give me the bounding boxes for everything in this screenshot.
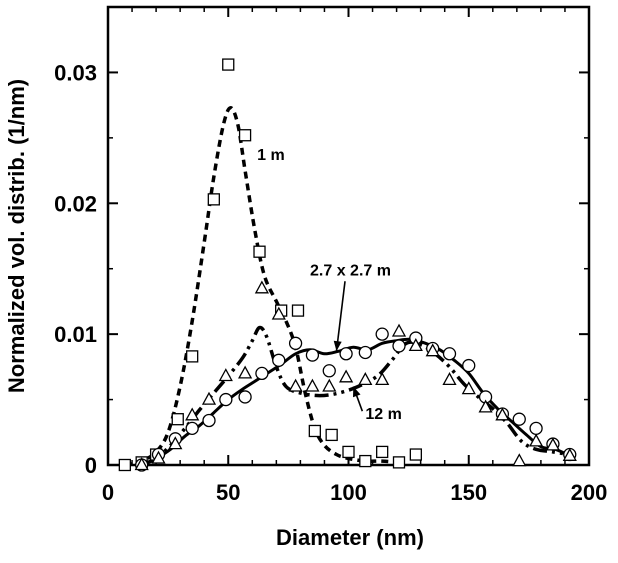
data-point-squares-1m bbox=[171, 413, 184, 426]
annotation-arrow bbox=[335, 281, 346, 352]
data-point-circles-2.7m bbox=[202, 413, 216, 428]
x-axis-title: Diameter (nm) bbox=[276, 525, 424, 550]
fit-curve-triangles-12m bbox=[140, 325, 571, 467]
data-point-triangles-12m bbox=[238, 365, 253, 379]
fit-curve-squares-1m bbox=[124, 106, 400, 467]
y-tick-label: 0.03 bbox=[54, 60, 97, 85]
data-point-triangles-12m bbox=[218, 368, 233, 382]
data-point-circles-2.7m bbox=[238, 390, 252, 404]
data-point-triangles-12m bbox=[442, 372, 457, 386]
data-point-triangles-12m bbox=[134, 457, 149, 471]
y-tick-label: 0 bbox=[85, 453, 97, 478]
data-point-circles-2.7m bbox=[442, 347, 457, 361]
data-point-triangles-12m bbox=[185, 407, 200, 421]
y-tick-label: 0.01 bbox=[54, 322, 97, 347]
data-point-circles-2.7m bbox=[288, 336, 303, 350]
data-point-squares-1m bbox=[409, 448, 422, 461]
data-point-squares-1m bbox=[308, 424, 321, 438]
y-axis-title: Normalized vol. distrib. (1/nm) bbox=[4, 79, 29, 393]
fit-curves bbox=[124, 106, 571, 467]
data-point-squares-1m bbox=[207, 193, 220, 206]
data-point-squares-1m bbox=[186, 350, 199, 363]
data-point-squares-1m bbox=[222, 58, 235, 71]
data-point-squares-1m bbox=[342, 445, 355, 459]
x-tick-label: 200 bbox=[571, 480, 608, 505]
data-point-circles-2.7m bbox=[392, 339, 406, 353]
data-point-triangles-12m bbox=[305, 378, 320, 392]
data-point-triangles-12m bbox=[201, 391, 217, 405]
y-tick-label: 0.02 bbox=[54, 191, 97, 216]
data-markers bbox=[118, 58, 577, 472]
x-tick-label: 150 bbox=[450, 480, 487, 505]
data-point-triangles-12m bbox=[545, 437, 560, 451]
axis-tick-labels: 0 50 100 150 200 0 0.01 0.02 0.03 bbox=[54, 60, 607, 505]
data-point-triangles-12m bbox=[271, 306, 286, 320]
data-point-squares-1m bbox=[253, 245, 266, 258]
data-point-circles-2.7m bbox=[185, 421, 199, 436]
data-point-squares-1m bbox=[325, 428, 338, 442]
data-point-squares-1m bbox=[359, 454, 372, 468]
data-point-circles-2.7m bbox=[255, 366, 269, 381]
data-point-triangles-12m bbox=[562, 447, 577, 461]
fit-curve-circles-2.7m bbox=[141, 337, 571, 467]
data-point-triangles-12m bbox=[495, 407, 510, 421]
x-tick-label: 100 bbox=[330, 480, 367, 505]
data-point-triangles-12m bbox=[151, 450, 166, 464]
data-point-circles-2.7m bbox=[358, 345, 372, 360]
data-point-triangles-12m bbox=[322, 378, 337, 392]
data-point-circles-2.7m bbox=[462, 358, 476, 373]
data-point-triangles-12m bbox=[391, 323, 407, 337]
data-point-triangles-12m bbox=[529, 433, 544, 447]
data-point-triangles-12m bbox=[408, 338, 423, 352]
data-point-circles-2.7m bbox=[305, 348, 320, 362]
data-point-triangles-12m bbox=[375, 372, 390, 386]
x-tick-label: 0 bbox=[102, 480, 114, 505]
data-point-circles-2.7m bbox=[512, 412, 526, 426]
data-point-circles-2.7m bbox=[529, 421, 543, 436]
annotation-squares-1m: 1 m bbox=[257, 147, 285, 164]
x-tick-label: 50 bbox=[216, 480, 240, 505]
data-point-circles-2.7m bbox=[272, 353, 286, 367]
annotation-triangles-12m: 12 m bbox=[365, 406, 401, 423]
data-point-triangles-12m bbox=[358, 372, 373, 386]
data-point-circles-2.7m bbox=[322, 364, 336, 378]
data-point-circles-2.7m bbox=[339, 347, 353, 361]
axis-ticks bbox=[107, 7, 590, 466]
data-point-triangles-12m bbox=[339, 369, 354, 383]
data-point-triangles-12m bbox=[254, 280, 269, 294]
data-point-squares-1m bbox=[238, 129, 252, 142]
annotation-circles-2.7m: 2.7 x 2.7 m bbox=[310, 262, 391, 279]
data-point-triangles-12m bbox=[288, 378, 303, 392]
data-point-triangles-12m bbox=[168, 436, 183, 450]
data-point-squares-1m bbox=[392, 456, 406, 469]
data-point-squares-1m bbox=[118, 458, 131, 472]
data-point-triangles-12m bbox=[512, 453, 527, 467]
plot-frame bbox=[106, 5, 591, 467]
data-point-circles-2.7m bbox=[375, 327, 389, 341]
annotation-arrowhead bbox=[353, 386, 361, 398]
data-point-circles-2.7m bbox=[219, 392, 233, 407]
data-point-triangles-12m bbox=[461, 381, 476, 395]
data-point-triangles-12m bbox=[425, 343, 440, 357]
annotation-arrowhead bbox=[333, 340, 342, 352]
data-point-squares-1m bbox=[291, 304, 305, 317]
annotations: 1 m 2.7 x 2.7 m 12 m bbox=[257, 147, 402, 423]
data-point-triangles-12m bbox=[478, 399, 493, 413]
data-point-squares-1m bbox=[376, 445, 389, 459]
